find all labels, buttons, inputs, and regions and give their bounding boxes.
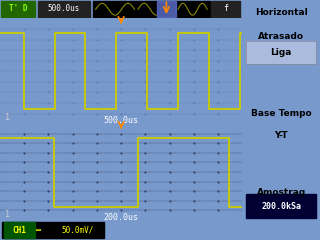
- Bar: [4, 222, 35, 238]
- Bar: [246, 41, 316, 64]
- Bar: [1, 1, 35, 17]
- Text: 1: 1: [4, 113, 9, 122]
- Text: Atrasado: Atrasado: [258, 32, 304, 41]
- Bar: [93, 0, 210, 18]
- Text: Liga: Liga: [270, 48, 292, 57]
- Text: Base Tempo: Base Tempo: [251, 109, 311, 118]
- Bar: [3, 222, 104, 238]
- Text: Amostrag: Amostrag: [257, 188, 306, 197]
- Text: T: T: [119, 18, 124, 24]
- Bar: [157, 1, 176, 17]
- Text: Y-T: Y-T: [274, 131, 288, 140]
- Text: 50.0mV/: 50.0mV/: [61, 226, 94, 234]
- Bar: [211, 1, 240, 18]
- Text: 500.0us: 500.0us: [48, 4, 80, 13]
- Text: f: f: [223, 4, 228, 13]
- Text: CH1: CH1: [12, 226, 26, 234]
- Text: ◄: ◄: [250, 169, 255, 175]
- Text: ═: ═: [35, 226, 40, 234]
- Bar: [246, 194, 316, 218]
- Bar: [246, 41, 316, 64]
- Text: Horizontal: Horizontal: [255, 8, 308, 18]
- Text: 500.0us: 500.0us: [104, 116, 139, 126]
- Text: T: T: [119, 124, 124, 130]
- Text: 200.0us: 200.0us: [104, 213, 139, 222]
- Text: 1: 1: [4, 210, 9, 219]
- Text: 200.0kSa: 200.0kSa: [261, 202, 301, 211]
- Text: T' D: T' D: [9, 4, 28, 13]
- Bar: [37, 1, 90, 18]
